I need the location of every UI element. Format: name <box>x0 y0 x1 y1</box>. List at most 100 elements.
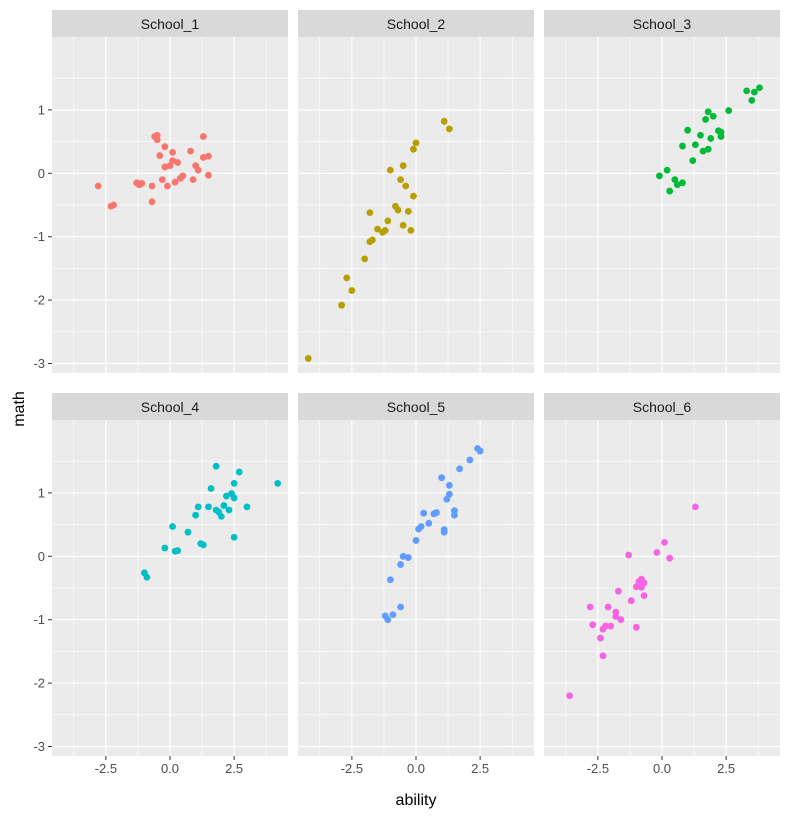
data-point <box>205 152 212 160</box>
data-point <box>704 145 712 153</box>
data-point <box>399 552 407 560</box>
x-axis-title: ability <box>396 792 437 809</box>
data-point <box>612 613 620 620</box>
y-tick-label: 1 <box>38 102 45 117</box>
y-tick-label: 1 <box>38 485 45 500</box>
data-point <box>663 166 671 174</box>
data-point <box>397 603 405 611</box>
data-point <box>397 561 405 568</box>
data-point <box>750 88 758 96</box>
y-tick-label: -2 <box>33 293 45 308</box>
data-point <box>94 182 102 190</box>
data-point <box>174 159 182 166</box>
data-point <box>243 503 251 511</box>
data-point <box>397 176 405 184</box>
gridlines <box>544 420 780 756</box>
data-point <box>366 209 374 217</box>
facet-strip <box>544 393 780 420</box>
y-tick-label: 0 <box>38 549 45 564</box>
y-tick-label: -1 <box>33 612 45 627</box>
x-tick-label: 0.0 <box>653 761 671 776</box>
data-point <box>205 171 212 179</box>
data-point <box>212 462 220 470</box>
data-point <box>743 87 751 95</box>
data-point <box>199 133 207 140</box>
data-point <box>169 148 176 156</box>
data-point <box>184 528 192 536</box>
data-point <box>476 447 484 455</box>
data-point <box>412 537 420 544</box>
data-point <box>389 611 397 619</box>
data-point <box>417 523 425 530</box>
x-tick-label: 0.0 <box>407 761 425 776</box>
data-point <box>217 512 225 520</box>
data-points <box>381 445 484 624</box>
data-point <box>399 162 407 170</box>
data-point <box>230 533 238 541</box>
x-tick-label: 2.5 <box>717 761 735 776</box>
facet-strip-label: School_6 <box>633 399 692 415</box>
data-point <box>614 587 622 595</box>
gridlines <box>52 37 288 373</box>
x-tick-label: -2.5 <box>341 761 363 776</box>
data-point <box>148 198 156 206</box>
facet-panels: School_1 School_2 School_3 School_4 School_5… <box>52 10 780 756</box>
data-point <box>384 616 392 624</box>
data-point <box>632 583 640 591</box>
data-point <box>194 166 202 174</box>
data-point <box>445 481 453 489</box>
data-point <box>161 143 169 151</box>
facet-strip <box>298 393 534 420</box>
data-point <box>466 456 474 464</box>
facet-panel-3: School_3 <box>544 10 780 373</box>
x-tick-label: 2.5 <box>225 761 243 776</box>
data-point <box>679 179 686 187</box>
data-point <box>410 145 417 153</box>
data-point <box>566 692 574 700</box>
data-point <box>274 479 282 487</box>
x-tick-label: 0.0 <box>161 761 179 776</box>
data-point <box>207 485 215 492</box>
data-point <box>420 509 428 517</box>
data-point <box>717 128 725 136</box>
data-point <box>617 616 625 624</box>
y-tick-label: -1 <box>33 229 45 244</box>
data-points <box>566 503 699 700</box>
data-point <box>666 187 674 195</box>
data-point <box>394 206 402 214</box>
data-point <box>192 511 200 519</box>
data-point <box>709 112 717 120</box>
data-point <box>158 176 166 184</box>
data-point <box>220 502 228 509</box>
data-points <box>94 131 212 210</box>
data-point <box>368 236 376 244</box>
data-point <box>661 538 668 546</box>
data-point <box>189 176 197 184</box>
data-point <box>653 549 661 556</box>
facet-strip-label: School_4 <box>141 399 200 415</box>
data-point <box>640 579 648 587</box>
data-point <box>656 172 663 180</box>
facet-panel-1: School_1 <box>52 10 288 373</box>
data-point <box>438 474 446 482</box>
data-point <box>627 597 635 605</box>
gridlines <box>298 420 534 756</box>
data-point <box>225 506 233 514</box>
facet-panel-6: School_6 <box>544 393 780 756</box>
data-point <box>586 603 594 611</box>
gridlines <box>544 37 780 373</box>
facet-strip <box>52 10 288 37</box>
gridlines <box>52 420 288 756</box>
y-tick-label: -3 <box>33 356 45 371</box>
y-axis-title: math <box>11 391 28 427</box>
data-point <box>440 117 448 125</box>
y-tick-label: -3 <box>33 739 45 754</box>
data-point <box>171 178 179 186</box>
data-point <box>205 503 212 511</box>
data-point <box>164 182 171 190</box>
data-point <box>374 225 381 233</box>
data-point <box>679 142 686 150</box>
data-point <box>348 287 356 294</box>
facet-strip-label: School_2 <box>387 16 446 32</box>
